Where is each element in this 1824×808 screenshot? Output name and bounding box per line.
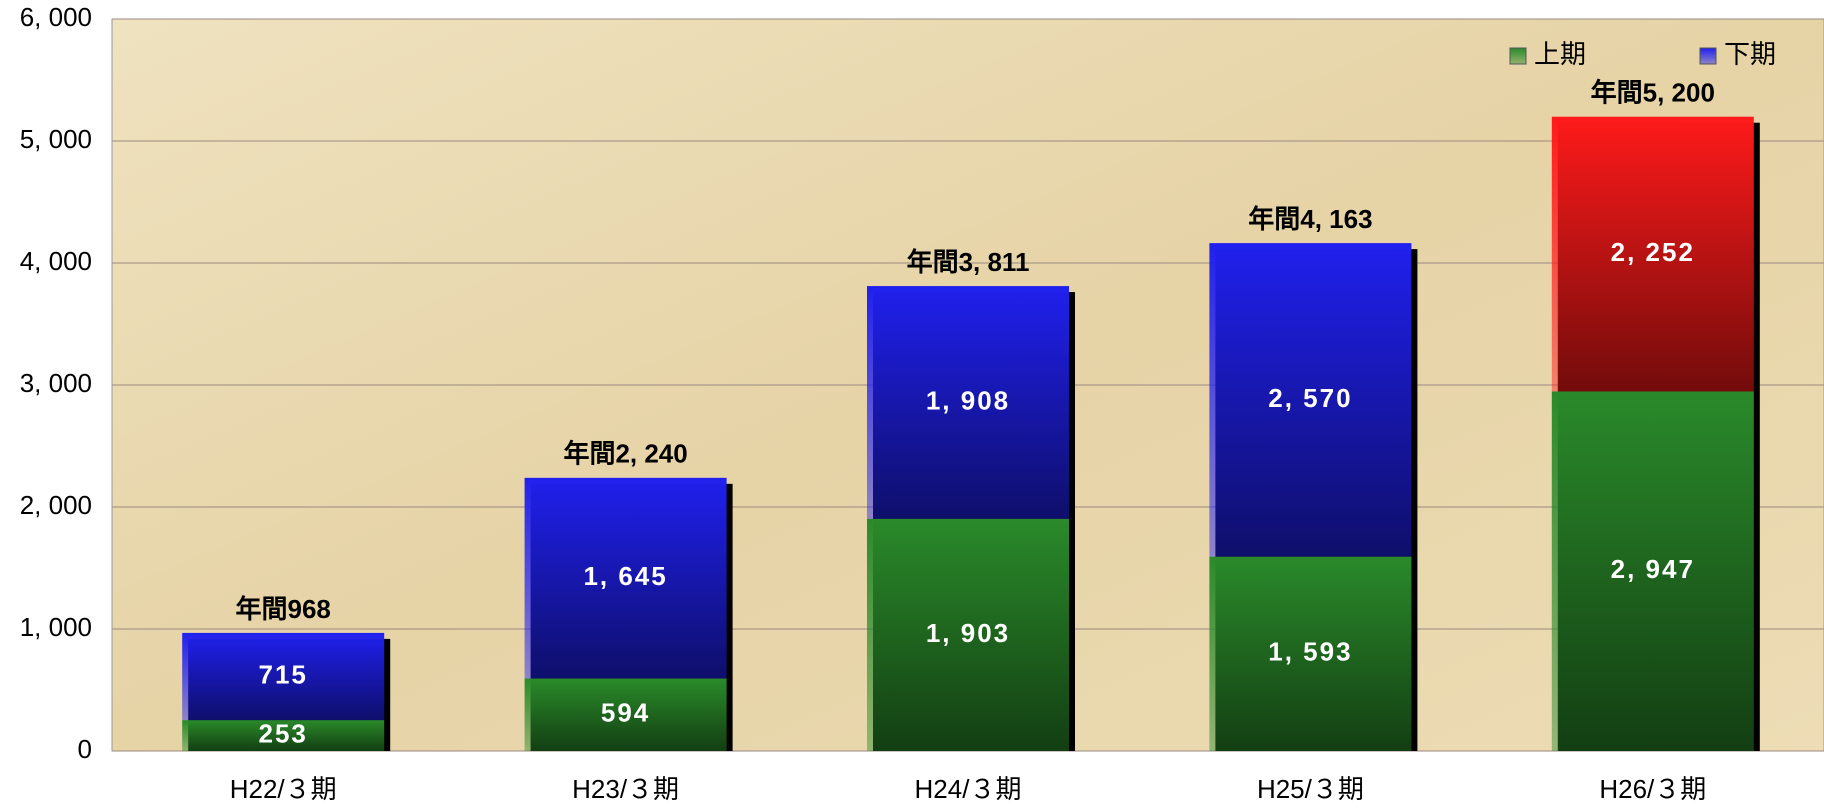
value-label: 594 <box>601 698 650 728</box>
value-label: 1, 645 <box>583 561 667 591</box>
bar-segment <box>866 518 1070 751</box>
y-tick-label: 4, 000 <box>20 246 92 276</box>
value-label: 2, 252 <box>1611 237 1695 267</box>
legend-label: 下期 <box>1724 39 1776 69</box>
bar-segment <box>524 678 727 751</box>
value-label: 1, 908 <box>926 385 1010 415</box>
x-tick-label: H22/３期 <box>230 774 337 804</box>
legend-label: 上期 <box>1534 39 1586 69</box>
value-label: 2, 570 <box>1268 383 1352 413</box>
total-label: 年間3, 811 <box>907 247 1030 277</box>
x-tick-label: H23/３期 <box>572 774 679 804</box>
total-label: 年間2, 240 <box>563 439 687 469</box>
y-tick-label: 1, 000 <box>20 612 92 642</box>
bar-segment <box>524 477 727 679</box>
total-label: 年間5, 200 <box>1591 78 1715 108</box>
y-tick-label: 2, 000 <box>20 490 92 520</box>
y-tick-label: 0 <box>78 734 92 764</box>
bar-segment <box>182 720 385 751</box>
bar-segment <box>866 286 1070 519</box>
total-label: 年間968 <box>236 594 331 624</box>
value-label: 253 <box>259 718 308 748</box>
bar-segment <box>1209 556 1412 751</box>
x-tick-label: H26/３期 <box>1599 774 1706 804</box>
y-tick-label: 6, 000 <box>20 2 92 32</box>
bar-segment <box>1209 243 1412 557</box>
value-label: 2, 947 <box>1611 554 1695 584</box>
y-tick-label: 3, 000 <box>20 368 92 398</box>
bar-segment <box>1551 391 1754 751</box>
bar-segment <box>182 632 385 721</box>
value-label: 1, 593 <box>1268 637 1352 667</box>
total-label: 年間4, 163 <box>1248 204 1372 234</box>
legend-swatch <box>1699 47 1717 65</box>
value-label: 1, 903 <box>926 618 1010 648</box>
x-tick-label: H24/３期 <box>915 774 1022 804</box>
bar-segment <box>1551 116 1754 392</box>
value-label: 715 <box>259 659 308 689</box>
x-tick-label: H25/３期 <box>1257 774 1364 804</box>
y-tick-label: 5, 000 <box>20 124 92 154</box>
legend-swatch <box>1509 47 1527 65</box>
